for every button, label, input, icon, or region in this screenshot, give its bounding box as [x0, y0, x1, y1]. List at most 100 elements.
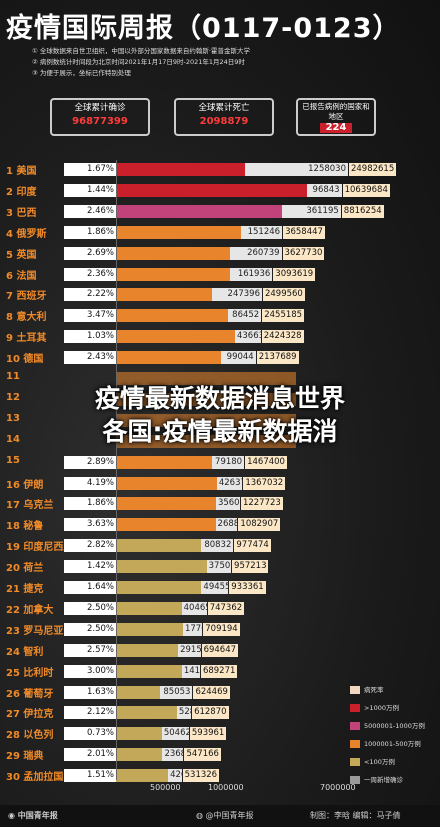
country-rank-label: 16 伊朗 [6, 479, 44, 491]
y-axis-line [116, 160, 117, 780]
country-rank-label: 19 印度尼西亚 [6, 542, 74, 554]
weekly-new-cases-label: 29154 [178, 643, 208, 657]
legend-item: <100万例 [350, 756, 395, 766]
legend-swatch [350, 776, 360, 784]
country-rank-label: 13 [6, 412, 20, 424]
country-rank-label: 17 乌克兰 [6, 500, 54, 512]
country-rank-label: 14 [6, 433, 20, 445]
cumulative-bar [116, 560, 232, 574]
weekly-new-cases-label: 151246 [241, 225, 283, 239]
kpi-global-deaths-value: 2098879 [199, 116, 249, 127]
country-rank-label: 1 美国 [6, 166, 37, 177]
cumulative-cases-label: 1467400 [245, 455, 287, 469]
cumulative-cases-label: 3627730 [282, 246, 325, 260]
country-rank-label: 28 以色列 [6, 730, 54, 742]
fatality-rate-label: 2.36% [64, 267, 116, 281]
footer-credit: 制图：李晗 编辑：马子倩 [310, 811, 401, 820]
cumulative-bar [116, 581, 229, 594]
fatality-rate-label: 2.57% [64, 643, 116, 657]
cumulative-cases-label: 24982615 [348, 163, 397, 176]
note-3: ③ 为便于展示，坐标已作特别处理 [32, 69, 131, 77]
legend-item: >1000万例 [350, 702, 399, 712]
x-tick-label: 1000000 [208, 783, 244, 792]
note-1: ① 全球数据来自世卫组织，中国以外部分国家数据来自约翰斯·霍普金斯大学 [32, 47, 250, 55]
country-rank-label: 8 意大利 [6, 312, 47, 324]
country-rank-label: 22 加拿大 [6, 604, 54, 616]
weekly-new-cases-label: 361195 [281, 204, 341, 218]
cumulative-bar [116, 183, 342, 197]
footer-weibo: ◍ @中国青年报 [196, 811, 254, 820]
weekly-new-cases-label: 23680 [162, 748, 192, 762]
fatality-rate-label: 1.64% [64, 581, 116, 594]
weekly-new-cases-label: 40465 [181, 601, 211, 615]
weekly-new-cases-label: 14182 [181, 664, 211, 678]
fatality-rate-label: 2.50% [64, 601, 116, 615]
cumulative-cases-label: 689271 [200, 664, 238, 678]
legend-swatch [350, 758, 360, 766]
weekly-new-cases-label: 49455 [201, 581, 231, 594]
fatality-rate-label: 1.67% [64, 163, 116, 176]
fatality-rate-label: 3.63% [64, 518, 116, 532]
cumulative-cases-label: 593961 [189, 727, 227, 741]
country-rank-label: 30 孟加拉国 [6, 772, 64, 784]
cumulative-cases-label: 957213 [232, 560, 269, 574]
cumulative-bar [116, 706, 192, 720]
fatality-rate-label: 1.51% [64, 769, 116, 783]
footer: ◉ 中国青年报 ◍ @中国青年报 制图：李晗 编辑：马子倩 [0, 805, 440, 827]
country-rank-label: 6 法国 [6, 270, 37, 282]
legend-label: >1000万例 [364, 704, 399, 712]
weekly-new-cases-label: 96843 [307, 183, 342, 197]
weekly-new-cases-label: 37501 [206, 560, 236, 574]
country-rank-label: 9 土耳其 [6, 333, 47, 345]
cumulative-cases-label: 3658447 [283, 225, 325, 239]
cumulative-bar [116, 413, 296, 427]
overlay-caption: 疫情最新数据消息世界 各国:疫情最新数据消 [0, 382, 440, 448]
country-rank-label: 7 西班牙 [6, 291, 47, 303]
x-tick-label: 7000000 [320, 783, 356, 792]
kpi-global-cases-value: 96877399 [72, 116, 128, 127]
country-rank-label: 20 荷兰 [6, 563, 44, 575]
overlay-line-1: 疫情最新数据消息世界 [94, 384, 345, 413]
cumulative-cases-label: 1227723 [240, 497, 283, 511]
country-rank-label: 2 印度 [6, 186, 37, 198]
cumulative-cases-label: 8816254 [341, 204, 384, 218]
cumulative-bar [116, 518, 238, 532]
country-rank-label: 4 俄罗斯 [6, 228, 47, 240]
cumulative-cases-label: 1082907 [238, 518, 281, 532]
fatality-rate-label: 2.69% [64, 246, 116, 260]
fatality-rate-label: 2.46% [64, 204, 116, 218]
country-rank-label: 24 智利 [6, 646, 44, 658]
weekly-new-cases-label: 79180 [212, 455, 245, 469]
cumulative-bar [116, 476, 243, 490]
fatality-rate-label: 1.03% [64, 330, 116, 344]
country-rank-label: 11 [6, 371, 20, 382]
note-2: ② 病例数统计时间段为北京时间2021年1月17日9时-2021年1月24日9时 [32, 58, 245, 66]
fatality-rate-label: 2.43% [64, 351, 116, 365]
cumulative-cases-label: 2499560 [262, 288, 305, 302]
fatality-rate-label: 3.00% [64, 664, 116, 678]
fatality-rate-label: 1.42% [64, 560, 116, 574]
legend-swatch [350, 740, 360, 748]
country-rank-label: 5 英国 [6, 249, 37, 261]
cumulative-bar [116, 225, 283, 239]
country-rank-label: 3 巴西 [6, 207, 37, 219]
cumulative-cases-label: 709194 [203, 622, 240, 636]
legend-item: 病死率 [350, 684, 384, 694]
fatality-rate-label: 1.86% [64, 497, 116, 511]
cumulative-bar [116, 497, 240, 511]
weibo-icon: ◍ [196, 811, 203, 820]
weekly-new-cases-label: 26884 [215, 518, 245, 532]
weekly-new-cases-label: 1258030 [244, 163, 348, 176]
cumulative-cases-label: 2455185 [262, 309, 305, 323]
weekly-new-cases-label: 4263 [168, 769, 192, 783]
cumulative-cases-label: 977474 [234, 539, 271, 553]
cumulative-bar [116, 351, 256, 365]
weekly-new-cases-label: 80832 [201, 539, 234, 553]
overlay-line-2: 各国:疫情最新数据消 [102, 417, 338, 446]
country-rank-label: 26 葡萄牙 [6, 688, 54, 700]
page-title: 疫情国际周报（0117-0123） [6, 13, 401, 44]
legend-label: 1000001-500万例 [364, 740, 421, 748]
cumulative-cases-label: 624469 [193, 685, 230, 699]
cumulative-cases-label: 531326 [182, 769, 220, 783]
cumulative-bar [116, 434, 296, 448]
